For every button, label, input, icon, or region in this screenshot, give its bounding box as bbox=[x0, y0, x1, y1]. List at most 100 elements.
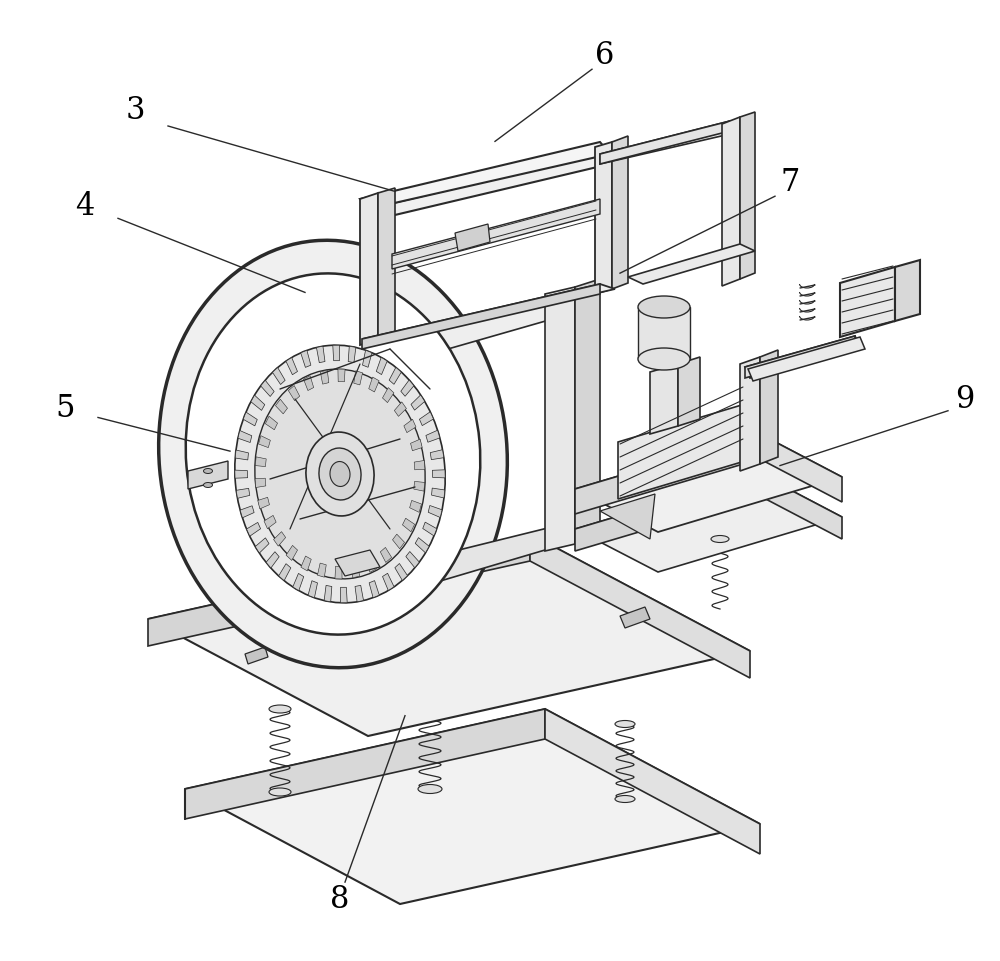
Polygon shape bbox=[748, 337, 865, 382]
Polygon shape bbox=[369, 581, 379, 598]
Polygon shape bbox=[362, 284, 615, 345]
Polygon shape bbox=[301, 351, 311, 368]
Polygon shape bbox=[258, 498, 269, 509]
Polygon shape bbox=[236, 489, 250, 499]
Polygon shape bbox=[305, 525, 408, 589]
Polygon shape bbox=[678, 357, 700, 427]
Polygon shape bbox=[261, 381, 274, 397]
Polygon shape bbox=[411, 440, 422, 452]
Polygon shape bbox=[432, 488, 445, 499]
Polygon shape bbox=[238, 431, 252, 443]
Text: 3: 3 bbox=[125, 95, 145, 126]
Ellipse shape bbox=[615, 721, 635, 727]
Polygon shape bbox=[389, 368, 401, 385]
Ellipse shape bbox=[269, 705, 291, 713]
Polygon shape bbox=[401, 381, 414, 397]
Polygon shape bbox=[638, 308, 690, 359]
Ellipse shape bbox=[159, 241, 507, 668]
Polygon shape bbox=[545, 709, 760, 854]
Polygon shape bbox=[279, 564, 291, 581]
Polygon shape bbox=[414, 461, 425, 470]
Polygon shape bbox=[745, 336, 860, 379]
Polygon shape bbox=[360, 143, 610, 209]
Polygon shape bbox=[620, 607, 650, 628]
Polygon shape bbox=[235, 451, 248, 460]
Polygon shape bbox=[740, 357, 760, 472]
Polygon shape bbox=[575, 280, 600, 545]
Ellipse shape bbox=[711, 536, 729, 543]
Polygon shape bbox=[275, 400, 287, 414]
Polygon shape bbox=[308, 581, 318, 598]
Polygon shape bbox=[595, 143, 612, 295]
Ellipse shape bbox=[204, 469, 212, 474]
Polygon shape bbox=[362, 351, 372, 368]
Polygon shape bbox=[423, 523, 437, 536]
Polygon shape bbox=[378, 188, 395, 339]
Polygon shape bbox=[760, 434, 842, 503]
Polygon shape bbox=[305, 525, 448, 582]
Polygon shape bbox=[255, 479, 266, 488]
Polygon shape bbox=[612, 136, 628, 289]
Polygon shape bbox=[304, 377, 314, 391]
Polygon shape bbox=[402, 519, 415, 532]
Ellipse shape bbox=[204, 483, 212, 488]
Polygon shape bbox=[382, 388, 394, 404]
Polygon shape bbox=[428, 505, 442, 518]
Ellipse shape bbox=[418, 785, 442, 794]
Polygon shape bbox=[388, 295, 570, 357]
Text: 8: 8 bbox=[330, 883, 350, 914]
Polygon shape bbox=[288, 386, 300, 401]
Polygon shape bbox=[335, 567, 342, 579]
Polygon shape bbox=[272, 368, 285, 385]
Polygon shape bbox=[286, 546, 298, 561]
Polygon shape bbox=[392, 200, 600, 270]
Ellipse shape bbox=[638, 349, 690, 371]
Polygon shape bbox=[366, 380, 396, 559]
Ellipse shape bbox=[330, 462, 350, 487]
Ellipse shape bbox=[235, 346, 445, 604]
Ellipse shape bbox=[319, 449, 361, 501]
Text: 7: 7 bbox=[780, 167, 800, 198]
Polygon shape bbox=[255, 538, 269, 554]
Polygon shape bbox=[320, 371, 329, 384]
Polygon shape bbox=[368, 155, 610, 220]
Polygon shape bbox=[414, 481, 425, 492]
Polygon shape bbox=[455, 225, 490, 252]
Ellipse shape bbox=[269, 788, 291, 796]
Polygon shape bbox=[335, 551, 380, 577]
Polygon shape bbox=[740, 112, 755, 280]
Polygon shape bbox=[338, 370, 345, 382]
Polygon shape bbox=[404, 420, 416, 433]
Polygon shape bbox=[185, 709, 760, 904]
Polygon shape bbox=[380, 548, 392, 563]
Polygon shape bbox=[395, 564, 408, 580]
Ellipse shape bbox=[615, 796, 635, 802]
Polygon shape bbox=[650, 364, 678, 434]
Polygon shape bbox=[430, 451, 444, 460]
Text: 9: 9 bbox=[955, 383, 975, 414]
Polygon shape bbox=[383, 574, 394, 591]
Polygon shape bbox=[575, 434, 842, 532]
Polygon shape bbox=[722, 118, 740, 286]
Polygon shape bbox=[317, 563, 326, 578]
Polygon shape bbox=[760, 351, 778, 464]
Polygon shape bbox=[628, 245, 755, 284]
Polygon shape bbox=[618, 405, 745, 500]
Polygon shape bbox=[255, 457, 266, 467]
Polygon shape bbox=[419, 412, 433, 426]
Polygon shape bbox=[410, 501, 421, 513]
Polygon shape bbox=[251, 396, 265, 411]
Polygon shape bbox=[406, 552, 419, 568]
Polygon shape bbox=[286, 358, 297, 376]
Polygon shape bbox=[266, 553, 279, 569]
Polygon shape bbox=[426, 431, 440, 443]
Polygon shape bbox=[575, 475, 760, 552]
Polygon shape bbox=[340, 387, 366, 567]
Polygon shape bbox=[274, 532, 286, 547]
Polygon shape bbox=[293, 574, 304, 591]
Polygon shape bbox=[600, 122, 730, 165]
Polygon shape bbox=[390, 332, 420, 578]
Polygon shape bbox=[265, 417, 278, 431]
Polygon shape bbox=[348, 347, 356, 363]
Polygon shape bbox=[351, 564, 360, 579]
